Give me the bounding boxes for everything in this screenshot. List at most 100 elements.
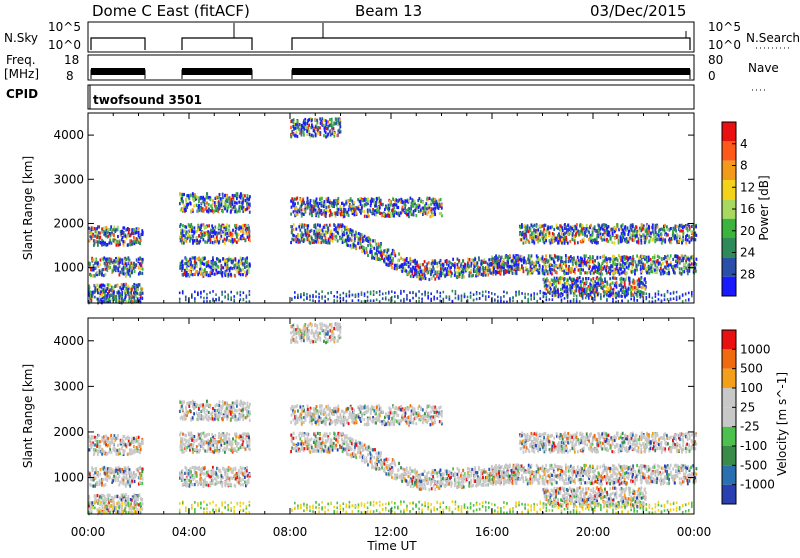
power-cell — [339, 125, 341, 128]
power-cell — [657, 259, 659, 262]
power-cell — [194, 257, 196, 260]
power-cell — [539, 236, 541, 239]
power-cell — [537, 258, 539, 261]
power-cell — [292, 121, 294, 124]
power-cell — [332, 239, 334, 242]
power-cell — [133, 299, 135, 302]
power-cell — [244, 266, 246, 269]
power-cell — [676, 233, 678, 236]
power-cell — [182, 224, 184, 227]
power-cell — [375, 204, 377, 207]
power-cell — [609, 272, 611, 275]
power-cell — [436, 275, 438, 278]
power-cell — [378, 250, 380, 253]
power-cell — [471, 262, 473, 265]
power-cell — [240, 192, 242, 195]
power-cell — [333, 132, 335, 135]
power-cell — [406, 263, 408, 266]
power-cell — [584, 234, 586, 237]
power-cell — [188, 233, 190, 236]
power-cell — [551, 272, 553, 275]
power-cell — [567, 228, 569, 231]
power-cell — [410, 210, 412, 213]
power-cell — [483, 261, 485, 264]
nave-tick-top: 80 — [708, 53, 723, 67]
power-cell — [438, 276, 440, 279]
power-cell — [506, 270, 508, 273]
power-cell — [351, 246, 353, 249]
power-cell — [313, 199, 315, 202]
power-cell — [580, 284, 582, 287]
power-cell — [297, 202, 299, 205]
power-cell — [384, 253, 386, 256]
power-cell — [684, 264, 686, 267]
power-cell — [664, 271, 666, 274]
power-cell — [641, 270, 643, 273]
power-cell — [337, 211, 339, 214]
power-cell — [214, 209, 216, 212]
power-cell — [660, 267, 662, 270]
power-cell — [125, 258, 127, 261]
power-cell — [646, 233, 648, 236]
power-cell — [338, 208, 340, 211]
power-cell — [127, 285, 129, 288]
power-cell — [188, 223, 190, 226]
power-cell — [248, 198, 250, 201]
power-cell — [652, 270, 654, 273]
power-cell — [525, 226, 527, 229]
power-cell — [623, 278, 625, 281]
power-cell — [580, 264, 582, 267]
power-cell — [371, 250, 373, 253]
power-cell — [623, 255, 625, 258]
power-cell — [97, 244, 99, 247]
power-cell — [425, 202, 427, 205]
power-cell — [234, 201, 236, 204]
power-cell — [335, 235, 337, 238]
power-cell — [294, 127, 296, 130]
power-cell — [674, 271, 676, 274]
power-cell — [244, 262, 246, 265]
power-cell — [577, 277, 579, 280]
power-cell — [609, 277, 611, 280]
power-cell — [140, 239, 142, 242]
power-cell — [575, 288, 577, 291]
power-cell — [187, 203, 189, 206]
power-cell — [232, 267, 234, 270]
power-cell — [96, 231, 98, 234]
nsearch-tick-bottom: 10^0 — [708, 38, 741, 52]
power-cell — [101, 273, 103, 276]
power-cell — [108, 266, 110, 269]
power-cell — [650, 258, 652, 261]
power-cell — [354, 213, 356, 216]
power-cell — [309, 212, 311, 215]
power-cell — [197, 291, 199, 294]
power-cell — [565, 225, 567, 228]
power-cell — [654, 240, 656, 243]
power-cell — [557, 291, 559, 294]
power-cell — [607, 240, 609, 243]
power-cell — [103, 274, 105, 277]
power-cell — [625, 286, 627, 289]
power-cell — [545, 287, 547, 290]
power-cell — [672, 237, 674, 240]
power-cell — [517, 259, 519, 262]
power-cell — [672, 265, 674, 268]
power-cell — [131, 266, 133, 269]
power-cell — [323, 205, 325, 208]
power-cell — [577, 229, 579, 232]
power-cell — [242, 257, 244, 260]
power-cell — [691, 225, 693, 228]
power-cell — [629, 256, 631, 259]
power-cell — [232, 229, 234, 232]
power-cell — [533, 262, 535, 265]
power-cell — [624, 262, 626, 265]
power-cell — [92, 235, 94, 238]
power-cell — [397, 206, 399, 209]
power-cell — [366, 251, 368, 254]
freq-label-2: [MHz] — [4, 67, 39, 81]
power-cell — [631, 238, 633, 241]
power-cell — [212, 269, 214, 272]
power-cell — [638, 260, 640, 263]
power-cell — [580, 280, 582, 283]
